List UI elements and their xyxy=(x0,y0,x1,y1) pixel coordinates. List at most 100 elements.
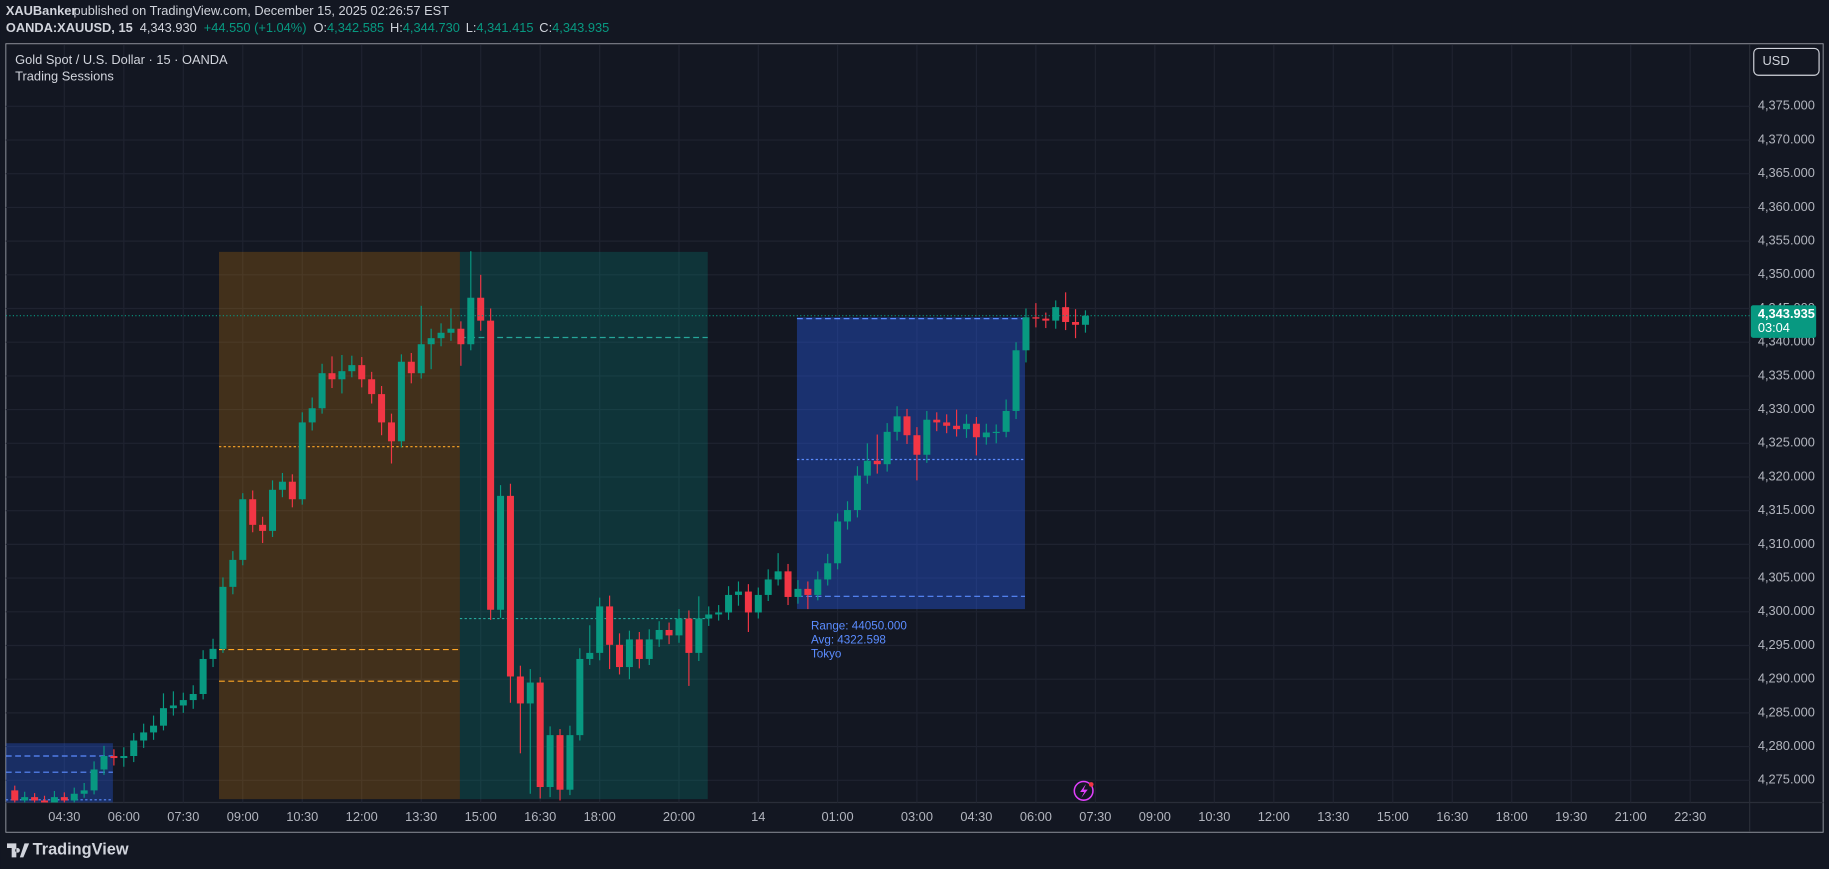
alert-icon[interactable] xyxy=(1073,780,1094,801)
candle-body xyxy=(556,735,564,790)
y-tick-label: 4,360.000 xyxy=(1758,199,1815,214)
candle-body xyxy=(705,614,713,619)
candle-body xyxy=(645,639,653,659)
candle-body xyxy=(338,371,346,380)
countdown: 03:04 xyxy=(1758,320,1790,335)
candle-body xyxy=(536,682,544,788)
y-tick-label: 4,335.000 xyxy=(1758,367,1815,382)
alert-bolt xyxy=(1080,783,1088,798)
candle-body xyxy=(953,425,961,430)
candle-body xyxy=(1072,321,1080,325)
y-tick-label: 4,370.000 xyxy=(1758,131,1815,146)
candle-body xyxy=(368,379,376,395)
symbol-line: OANDA:XAUUSD, 15 4,343.930 +44.550 (+1.04%… xyxy=(6,21,609,36)
currency[interactable]: USD xyxy=(1763,53,1790,68)
candle-body xyxy=(824,563,832,580)
candle-body xyxy=(269,489,277,531)
y-tick-label: 4,365.000 xyxy=(1758,165,1815,180)
candle-body xyxy=(1012,350,1020,411)
x-tick-label: 15:00 xyxy=(1377,809,1409,824)
candle-body xyxy=(467,297,475,345)
x-tick-label: 10:30 xyxy=(1198,809,1230,824)
x-tick-label: 21:00 xyxy=(1615,809,1647,824)
candle-body xyxy=(120,756,128,759)
candle-body xyxy=(734,591,742,595)
candle-body xyxy=(179,700,187,706)
candle-body xyxy=(249,499,257,525)
candle-body xyxy=(665,629,673,636)
ohlc-value: 4,344.730 xyxy=(403,21,460,36)
session-label: Avg: 4322.598 xyxy=(811,634,886,647)
candle-body xyxy=(814,579,822,595)
x-tick-label: 22:30 xyxy=(1674,809,1706,824)
x-tick-label: 18:00 xyxy=(1496,809,1528,824)
candle-body xyxy=(715,612,723,615)
currency-button[interactable] xyxy=(1753,47,1820,76)
y-tick-label: 4,350.000 xyxy=(1758,266,1815,281)
candle-body xyxy=(150,725,158,733)
candle-body xyxy=(90,769,98,791)
candle-body xyxy=(447,328,455,333)
x-tick-label: 01:00 xyxy=(822,809,854,824)
grid xyxy=(5,44,1750,803)
x-tick-label: 06:00 xyxy=(108,809,140,824)
price-tag xyxy=(1750,305,1817,338)
candle-body xyxy=(516,676,524,704)
candle-body xyxy=(50,797,58,803)
x-tick-label: 07:30 xyxy=(167,809,199,824)
candle-body xyxy=(804,588,812,595)
price-tag-label: 4,343.935 xyxy=(1758,306,1815,321)
candle-body xyxy=(526,682,534,704)
candle-body xyxy=(992,431,1000,434)
y-tick-label: 4,305.000 xyxy=(1758,569,1815,584)
y-tick-label: 4,290.000 xyxy=(1758,671,1815,686)
candle-body xyxy=(328,373,336,380)
y-tick-label: 4,310.000 xyxy=(1758,536,1815,551)
candle-body xyxy=(853,475,861,511)
author: XAUBanker xyxy=(6,3,77,18)
candle-body xyxy=(616,644,624,668)
candle-body xyxy=(982,432,990,438)
candle-body xyxy=(655,629,663,640)
candle-body xyxy=(596,606,604,653)
candle-body xyxy=(566,735,574,790)
x-tick-label: 03:00 xyxy=(901,809,933,824)
candle-body xyxy=(11,790,19,801)
candle-body xyxy=(378,394,386,423)
candle-body xyxy=(1052,307,1060,321)
y-tick-label: 4,280.000 xyxy=(1758,738,1815,753)
last-price: 4,343.930 xyxy=(140,21,197,36)
candle-body xyxy=(358,365,366,380)
y-tick-label: 4,275.000 xyxy=(1758,772,1815,787)
candle-body xyxy=(259,524,267,531)
candle-body xyxy=(962,423,970,430)
ohlc-key: L: xyxy=(466,21,477,36)
y-tick-label: 4,375.000 xyxy=(1758,98,1815,113)
y-tick-label: 4,320.000 xyxy=(1758,468,1815,483)
candles xyxy=(5,251,1750,803)
candle-body xyxy=(933,419,941,423)
candle-body xyxy=(576,658,584,736)
chart-title: Gold Spot / U.S. Dollar · 15 · OANDA xyxy=(15,52,228,67)
y-tick-label: 4,300.000 xyxy=(1758,603,1815,618)
candle-body xyxy=(437,332,445,339)
x-tick-label: 12:00 xyxy=(346,809,378,824)
candle-body xyxy=(625,639,633,668)
x-tick-label: 13:30 xyxy=(405,809,437,824)
y-tick-label: 4,285.000 xyxy=(1758,704,1815,719)
x-tick-label: 16:30 xyxy=(1436,809,1468,824)
candle-body xyxy=(635,639,643,659)
candle-body xyxy=(199,658,207,695)
candle-body xyxy=(774,571,782,580)
candle-body xyxy=(873,460,881,465)
candle-body xyxy=(784,571,792,597)
candle-body xyxy=(883,431,891,465)
y-tick-label: 4,315.000 xyxy=(1758,502,1815,517)
ohlc-key: H: xyxy=(390,21,403,36)
candle-body xyxy=(844,510,852,522)
y-tick-label: 4,330.000 xyxy=(1758,401,1815,416)
x-tick-label: 09:00 xyxy=(227,809,259,824)
candle-body xyxy=(586,652,594,659)
candle-body xyxy=(140,732,148,741)
candle-body xyxy=(100,756,108,770)
